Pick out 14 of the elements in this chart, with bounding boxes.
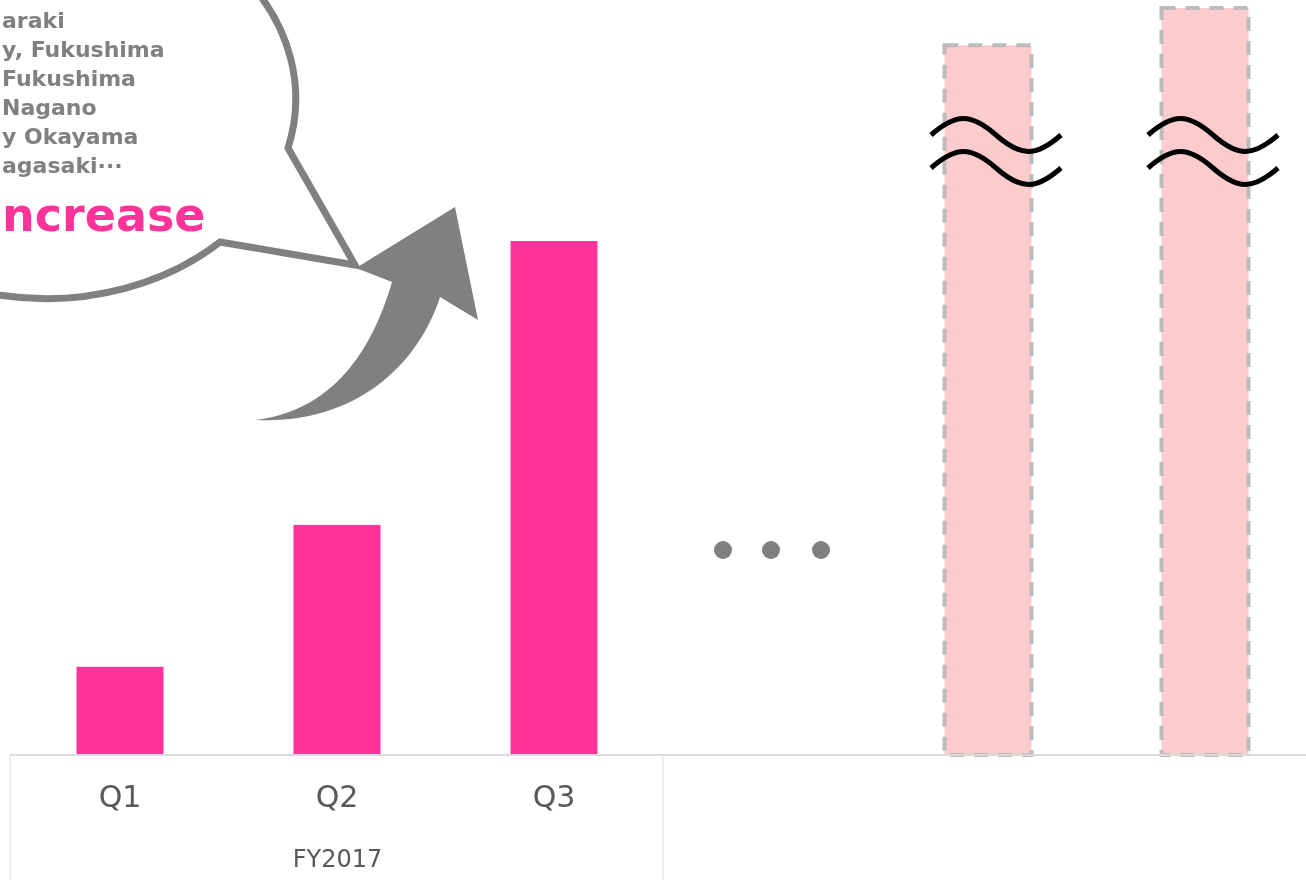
annotation: y Okayama <box>2 124 139 149</box>
annotation: y, Fukushima <box>2 37 165 62</box>
bar <box>76 666 164 755</box>
annotation: ncrease <box>2 188 206 242</box>
x-axis-title: FY2017 <box>292 845 383 873</box>
x-tick-label: Q1 <box>98 779 142 814</box>
bar <box>510 241 598 755</box>
x-tick-label: Q2 <box>315 779 359 814</box>
x-tick-label: Q3 <box>532 779 576 814</box>
annotation: araki <box>2 8 65 33</box>
annotation: agasaki··· <box>2 153 123 178</box>
bar <box>293 524 381 755</box>
annotation: Fukushima <box>2 66 136 91</box>
annotation: Nagano <box>2 95 97 120</box>
